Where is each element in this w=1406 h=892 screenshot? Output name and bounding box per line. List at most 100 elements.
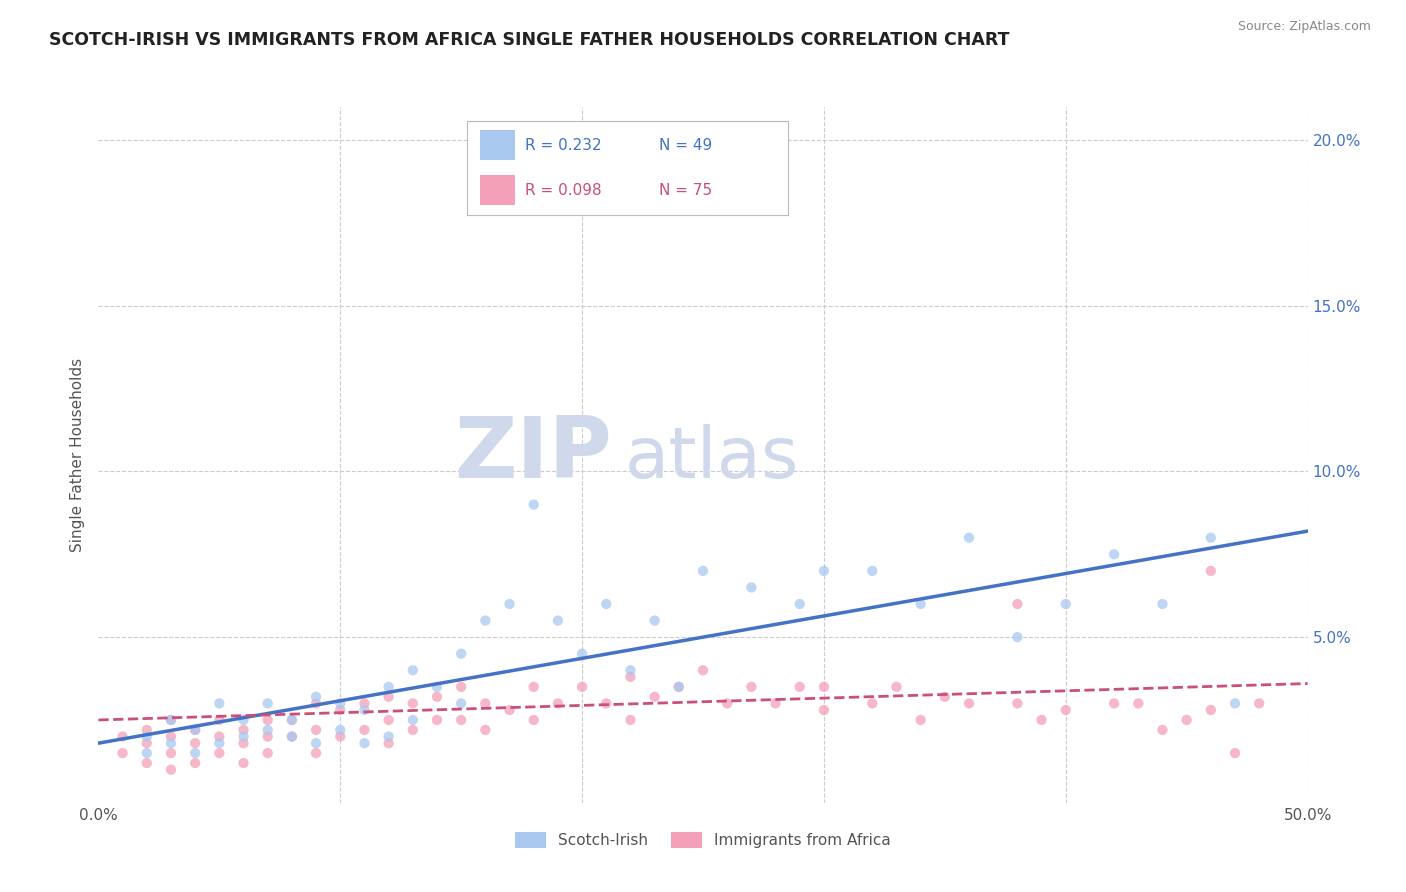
Point bbox=[232, 730, 254, 744]
Point bbox=[474, 697, 496, 711]
Point bbox=[305, 690, 328, 704]
Point bbox=[1054, 703, 1077, 717]
Point bbox=[886, 680, 908, 694]
Point bbox=[353, 736, 375, 750]
Point bbox=[426, 680, 449, 694]
Point bbox=[160, 713, 183, 727]
Point bbox=[765, 697, 787, 711]
Point bbox=[256, 723, 278, 737]
Point bbox=[1175, 713, 1198, 727]
Point bbox=[571, 680, 593, 694]
Point bbox=[498, 597, 520, 611]
Point bbox=[135, 723, 157, 737]
Point bbox=[595, 697, 617, 711]
Point bbox=[208, 730, 231, 744]
Point bbox=[208, 713, 231, 727]
Point bbox=[1128, 697, 1150, 711]
Point bbox=[377, 690, 399, 704]
Point bbox=[256, 697, 278, 711]
Point bbox=[426, 690, 449, 704]
Point bbox=[281, 730, 304, 744]
Point bbox=[184, 756, 207, 770]
Point bbox=[716, 697, 738, 711]
Point bbox=[1054, 597, 1077, 611]
Point bbox=[957, 697, 980, 711]
Point bbox=[353, 723, 375, 737]
Point bbox=[402, 663, 425, 677]
Point bbox=[450, 680, 472, 694]
Point bbox=[547, 697, 569, 711]
Point bbox=[160, 713, 183, 727]
Point bbox=[523, 498, 546, 512]
Point bbox=[692, 564, 714, 578]
Point bbox=[232, 736, 254, 750]
Point bbox=[1007, 630, 1029, 644]
Point bbox=[353, 697, 375, 711]
Point bbox=[184, 736, 207, 750]
Point bbox=[329, 703, 352, 717]
Point bbox=[644, 690, 666, 704]
Point bbox=[740, 680, 762, 694]
Point bbox=[402, 723, 425, 737]
Point bbox=[377, 730, 399, 744]
Point bbox=[329, 723, 352, 737]
Point bbox=[184, 723, 207, 737]
Point bbox=[135, 756, 157, 770]
Point bbox=[160, 730, 183, 744]
Point bbox=[813, 703, 835, 717]
Point bbox=[860, 697, 883, 711]
Point bbox=[450, 647, 472, 661]
Point bbox=[232, 723, 254, 737]
Point bbox=[281, 730, 304, 744]
Point bbox=[547, 614, 569, 628]
Point bbox=[668, 680, 690, 694]
Point bbox=[1102, 697, 1125, 711]
Point bbox=[619, 713, 641, 727]
Point bbox=[910, 713, 932, 727]
Point bbox=[281, 713, 304, 727]
Point bbox=[1031, 713, 1053, 727]
Point bbox=[208, 736, 231, 750]
Point bbox=[377, 713, 399, 727]
Point bbox=[813, 680, 835, 694]
Point bbox=[402, 697, 425, 711]
Point bbox=[474, 723, 496, 737]
Point bbox=[1223, 746, 1246, 760]
Point bbox=[1249, 697, 1271, 711]
Point bbox=[353, 703, 375, 717]
Point bbox=[860, 564, 883, 578]
Y-axis label: Single Father Households: Single Father Households bbox=[69, 358, 84, 552]
Point bbox=[329, 697, 352, 711]
Point bbox=[692, 663, 714, 677]
Point bbox=[232, 713, 254, 727]
Point bbox=[571, 647, 593, 661]
Point bbox=[498, 703, 520, 717]
Point bbox=[523, 680, 546, 694]
Point bbox=[1007, 597, 1029, 611]
Point bbox=[619, 670, 641, 684]
Point bbox=[619, 663, 641, 677]
Point bbox=[1102, 547, 1125, 561]
Point bbox=[184, 723, 207, 737]
Point bbox=[305, 697, 328, 711]
Point bbox=[305, 723, 328, 737]
Point bbox=[813, 564, 835, 578]
Point bbox=[256, 746, 278, 760]
Point bbox=[668, 680, 690, 694]
Point bbox=[135, 736, 157, 750]
Point bbox=[426, 713, 449, 727]
Point bbox=[1152, 597, 1174, 611]
Point bbox=[1199, 703, 1222, 717]
Point bbox=[910, 597, 932, 611]
Point bbox=[111, 746, 134, 760]
Point bbox=[256, 713, 278, 727]
Point bbox=[135, 746, 157, 760]
Point bbox=[1199, 531, 1222, 545]
Point bbox=[111, 730, 134, 744]
Point bbox=[281, 713, 304, 727]
Point bbox=[934, 690, 956, 704]
Point bbox=[789, 597, 811, 611]
Point bbox=[1199, 564, 1222, 578]
Point bbox=[208, 697, 231, 711]
Text: SCOTCH-IRISH VS IMMIGRANTS FROM AFRICA SINGLE FATHER HOUSEHOLDS CORRELATION CHAR: SCOTCH-IRISH VS IMMIGRANTS FROM AFRICA S… bbox=[49, 31, 1010, 49]
